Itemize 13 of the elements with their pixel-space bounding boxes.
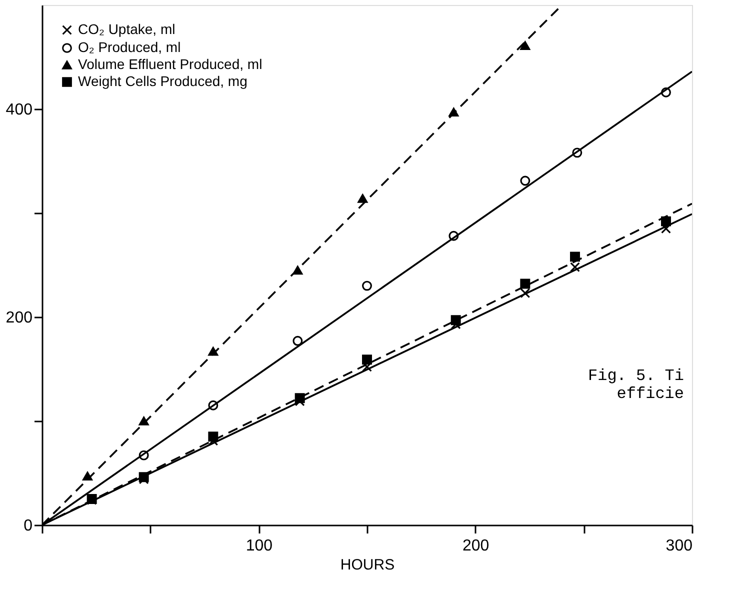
x-axis-title: HOURS [340, 556, 395, 574]
legend-label: CO₂ Uptake, ml [78, 21, 176, 37]
y-tick-label: 400 [6, 102, 33, 118]
x-tick-label: 300 [666, 538, 693, 554]
legend-label: O₂ Produced, ml [78, 39, 181, 55]
x-tick-label: 100 [246, 538, 273, 554]
legend-label: Volume Effluent Produced, ml [78, 56, 262, 72]
annotation: efficie [616, 385, 684, 403]
y-tick-label: 0 [24, 518, 33, 534]
annotation: Fig. 5. Ti [588, 367, 684, 385]
y-tick-label: 200 [6, 310, 33, 326]
x-tick-label: 200 [462, 538, 490, 554]
legend-label: Weight Cells Produced, mg [78, 73, 248, 89]
